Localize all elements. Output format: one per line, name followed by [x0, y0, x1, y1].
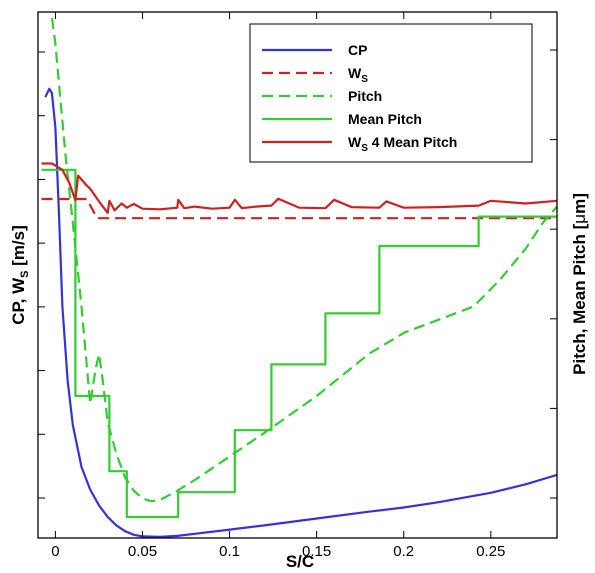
legend-label: Pitch: [348, 88, 382, 104]
left-axis-title: CP, WS [m/s]: [9, 225, 31, 325]
ticks-layer: 0 0.05 0.1 0.15 0.2 0.25: [38, 12, 557, 560]
series-layer: [41, 12, 557, 538]
series-line-mean-pitch: [41, 168, 557, 519]
right-axis-title: Pitch, Mean Pitch [μm]: [570, 193, 589, 375]
plot-frame: [37, 11, 558, 539]
legend-label: Mean Pitch: [348, 111, 422, 127]
x-tick-label: 0.25: [476, 543, 505, 560]
series-line-pitch: [49, 12, 557, 503]
legend-items: CP WS Pitch Mean Pitch WS 4 Mean Pitch: [262, 42, 457, 154]
legend: CP WS Pitch Mean Pitch WS 4 Mean Pitch: [249, 23, 533, 163]
x-tick-label: 0.05: [128, 543, 157, 560]
legend-label: WS 4 Mean Pitch: [348, 134, 457, 154]
x-tick-label: 0.1: [219, 543, 240, 560]
series-line-w-4-mean-pitch: [41, 162, 557, 214]
x-tick-label: 0.15: [302, 543, 331, 560]
legend-box: [249, 23, 533, 163]
legend-label: WS: [348, 65, 368, 85]
x-tick-label: 0: [51, 543, 59, 560]
series-line-cp: [44, 87, 557, 538]
x-tick-label: 0.2: [393, 543, 414, 560]
series-line-w: [41, 197, 557, 220]
x-axis-title: S/C: [286, 552, 314, 571]
legend-label: CP: [348, 42, 367, 58]
